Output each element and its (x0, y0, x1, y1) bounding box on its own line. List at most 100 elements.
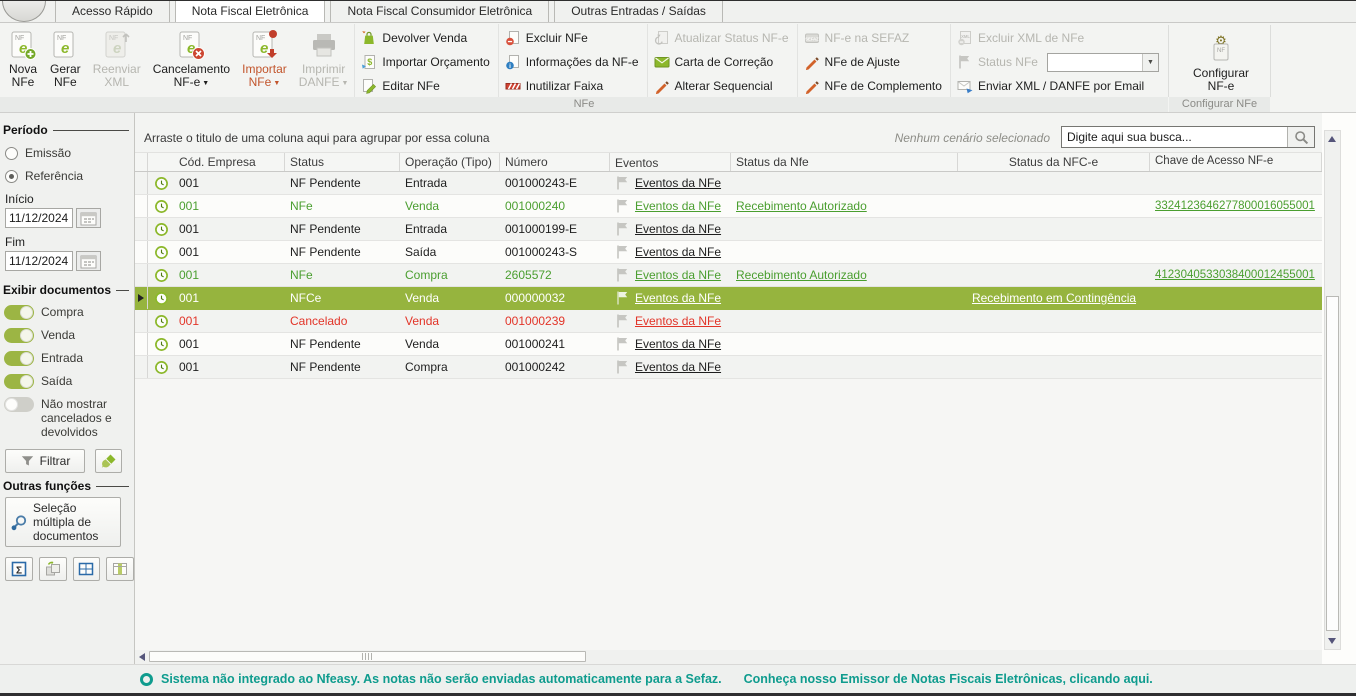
status-cell: NFe (290, 268, 313, 282)
selecao-multipla-button[interactable]: Seleção múltipla de documentos (5, 497, 121, 547)
column-header-1[interactable]: Cód. Empresa (174, 153, 285, 171)
scroll-up-icon[interactable] (1328, 136, 1336, 142)
inicio-date-input[interactable] (5, 208, 73, 228)
toggle-venda[interactable] (4, 328, 34, 343)
table-row[interactable]: 001 NFe Compra 2605572 Eventos da NFe Recebim… (135, 264, 1322, 287)
radio-icon[interactable] (5, 146, 18, 160)
configurar-nfe-button[interactable]: ⚙ NF Configurar NF-e (1192, 33, 1250, 93)
inutilizar-faixa-button[interactable]: Inutilizar Faixa (505, 74, 639, 98)
table-row[interactable]: 001 NF Pendente Entrada 001000199-E Eventos … (135, 218, 1322, 241)
nf-new-icon: NF e (8, 27, 38, 63)
excluir-nfe-button[interactable]: Excluir NFe (505, 26, 639, 50)
radio-emissao[interactable]: Emissão (5, 146, 134, 160)
table-row[interactable]: 001 NF Pendente Venda 001000241 Eventos da N… (135, 333, 1322, 356)
gerar-nfe-button[interactable]: NF e Gerar NFe (44, 24, 87, 98)
column-header-8[interactable]: Chave de Acesso NF-e (1150, 153, 1322, 171)
eventos-da-nfe-link[interactable]: Eventos da NFe (635, 199, 722, 213)
status-nfce-link[interactable]: Recebimento em Contingência (971, 291, 1137, 305)
table-row[interactable]: 001 NFe Venda 001000240 Eventos da NFe Recebi… (135, 195, 1322, 218)
table-row[interactable]: 001 NF Pendente Compra 001000242 Eventos da … (135, 356, 1322, 379)
radio-icon[interactable] (5, 169, 18, 183)
empresa-cell: 001 (179, 291, 200, 305)
fim-calendar-button[interactable] (76, 251, 101, 271)
fim-date-input[interactable] (5, 251, 73, 271)
horizontal-scrollbar[interactable] (135, 650, 1322, 664)
toggle-nao-mostrar-cancelados[interactable] (4, 397, 34, 412)
informacoes-da-nfe-button[interactable]: i Informações da NF-e (505, 50, 639, 74)
numero-cell: 2605572 (505, 268, 552, 282)
numero-cell: 001000240 (505, 199, 566, 213)
alterar-sequencial-button[interactable]: Alterar Sequencial (654, 74, 789, 98)
search-button[interactable] (1287, 127, 1314, 147)
xml-minus-icon: XML (957, 30, 973, 46)
eventos-da-nfe-link[interactable]: Eventos da NFe (635, 245, 722, 259)
eventos-cell: Eventos da NFe (610, 267, 731, 283)
limpar-filtro-button[interactable] (95, 449, 122, 473)
column-header-3[interactable]: Operação (Tipo) (400, 153, 500, 171)
tab-nota-fiscal-eletronica[interactable]: Nota Fiscal Eletrônica (174, 1, 326, 22)
eventos-da-nfe-link[interactable]: Eventos da NFe (635, 268, 722, 282)
eventos-da-nfe-link[interactable]: Eventos da NFe (635, 360, 722, 374)
eventos-da-nfe-link[interactable]: Eventos da NFe (635, 337, 722, 351)
eventos-da-nfe-link[interactable]: Eventos da NFe (635, 176, 722, 190)
table-row[interactable]: 001 Cancelado Venda 001000239 Eventos da NFe (135, 310, 1322, 333)
status-nfe-combobox[interactable]: ▼ (1046, 52, 1159, 72)
nova-nfe-button[interactable]: NF e Nova NFe (2, 24, 44, 98)
column-header-4[interactable]: Número (500, 153, 610, 171)
pencil-orange-icon (654, 78, 670, 94)
toggle-compra[interactable] (4, 305, 34, 320)
row-indicator (135, 218, 148, 240)
eventos-da-nfe-link[interactable]: Eventos da NFe (635, 291, 722, 305)
importar-nfe-button[interactable]: NF e Importar NFe ▼ (236, 24, 293, 98)
sefaz-icon: SEFAZ (804, 30, 820, 46)
toggle-saida[interactable] (4, 374, 34, 389)
column-header-6[interactable]: Status da Nfe (731, 153, 958, 171)
column-header-7[interactable]: Status da NFC-e (958, 153, 1150, 171)
flag-gray-icon (615, 359, 631, 375)
chave-de-acesso-link[interactable]: 4123040533038400012455001 (1155, 269, 1315, 281)
carta-de-correcao-button[interactable]: Carta de Correção (654, 50, 789, 74)
scenario-status-text: Nenhum cenário selecionado (894, 131, 1050, 145)
exportar-grade-button[interactable] (38, 557, 67, 581)
numero-cell: 001000199-E (505, 222, 578, 236)
nfe-de-complemento-button[interactable]: NFe de Complemento (804, 74, 942, 98)
table-row[interactable]: 001 NF Pendente Entrada 001000243-E Eventos … (135, 172, 1322, 195)
scroll-left-icon[interactable] (139, 653, 145, 661)
horizontal-scrollbar-thumb[interactable] (149, 651, 586, 662)
editar-nfe-button[interactable]: Editar NFe (361, 74, 489, 98)
cancelamento-nfe-button[interactable]: NF e Cancelamento NF-e ▼ (147, 24, 236, 98)
totalizador-button[interactable]: Σ (5, 557, 33, 581)
inicio-calendar-button[interactable] (76, 208, 101, 228)
tab-acesso-rapido[interactable]: Acesso Rápido (55, 1, 170, 22)
linhas-de-grade-button[interactable] (72, 557, 101, 581)
radio-referencia[interactable]: Referência (5, 169, 134, 183)
filtrar-button[interactable]: Filtrar (5, 449, 85, 473)
scroll-down-icon[interactable] (1328, 638, 1336, 644)
status-nfe-link[interactable]: Recebimento Autorizado (736, 199, 867, 213)
tab-nota-fiscal-consumidor-eletronica[interactable]: Nota Fiscal Consumidor Eletrônica (330, 1, 550, 22)
table-row[interactable]: 001 NF Pendente Saída 001000243-S Eventos da… (135, 241, 1322, 264)
column-header-2[interactable]: Status (285, 153, 400, 171)
emissor-link[interactable]: Conheça nosso Emissor de Notas Fiscais E… (743, 672, 1153, 686)
combo-dropdown-button[interactable]: ▼ (1141, 53, 1158, 71)
toggle-row-nao-mostrar-cancelados: Não mostrar cancelados e devolvidos (4, 397, 134, 439)
status-nfe-link[interactable]: Recebimento Autorizado (736, 268, 867, 282)
vertical-scrollbar[interactable] (1324, 130, 1341, 650)
enviar-xml-danfe-por-email-button[interactable]: Enviar XML / DANFE por Email (957, 74, 1159, 98)
toggle-entrada[interactable] (4, 351, 34, 366)
table-row[interactable]: 001 NFCe Venda 000000032 Eventos da NFe Receb… (135, 287, 1322, 310)
vertical-scrollbar-thumb[interactable] (1326, 296, 1339, 631)
svg-text:NF: NF (183, 35, 192, 42)
row-indicator (135, 356, 148, 378)
nfe-de-ajuste-button[interactable]: NFe de Ajuste (804, 50, 942, 74)
eventos-da-nfe-link[interactable]: Eventos da NFe (635, 314, 722, 328)
importar-orcamento-button[interactable]: $ Importar Orçamento (361, 50, 490, 74)
column-header-5[interactable]: Eventos (610, 153, 731, 171)
tab-outras-entradas-saidas[interactable]: Outras Entradas / Saídas (554, 1, 723, 22)
app-menu-logo[interactable] (2, 1, 46, 22)
chave-de-acesso-link[interactable]: 3324123646277800016055001 (1155, 200, 1315, 212)
devolver-venda-button[interactable]: Devolver Venda (361, 26, 489, 50)
escolher-colunas-button[interactable] (106, 557, 134, 581)
search-input[interactable] (1062, 127, 1287, 147)
eventos-da-nfe-link[interactable]: Eventos da NFe (635, 222, 722, 236)
